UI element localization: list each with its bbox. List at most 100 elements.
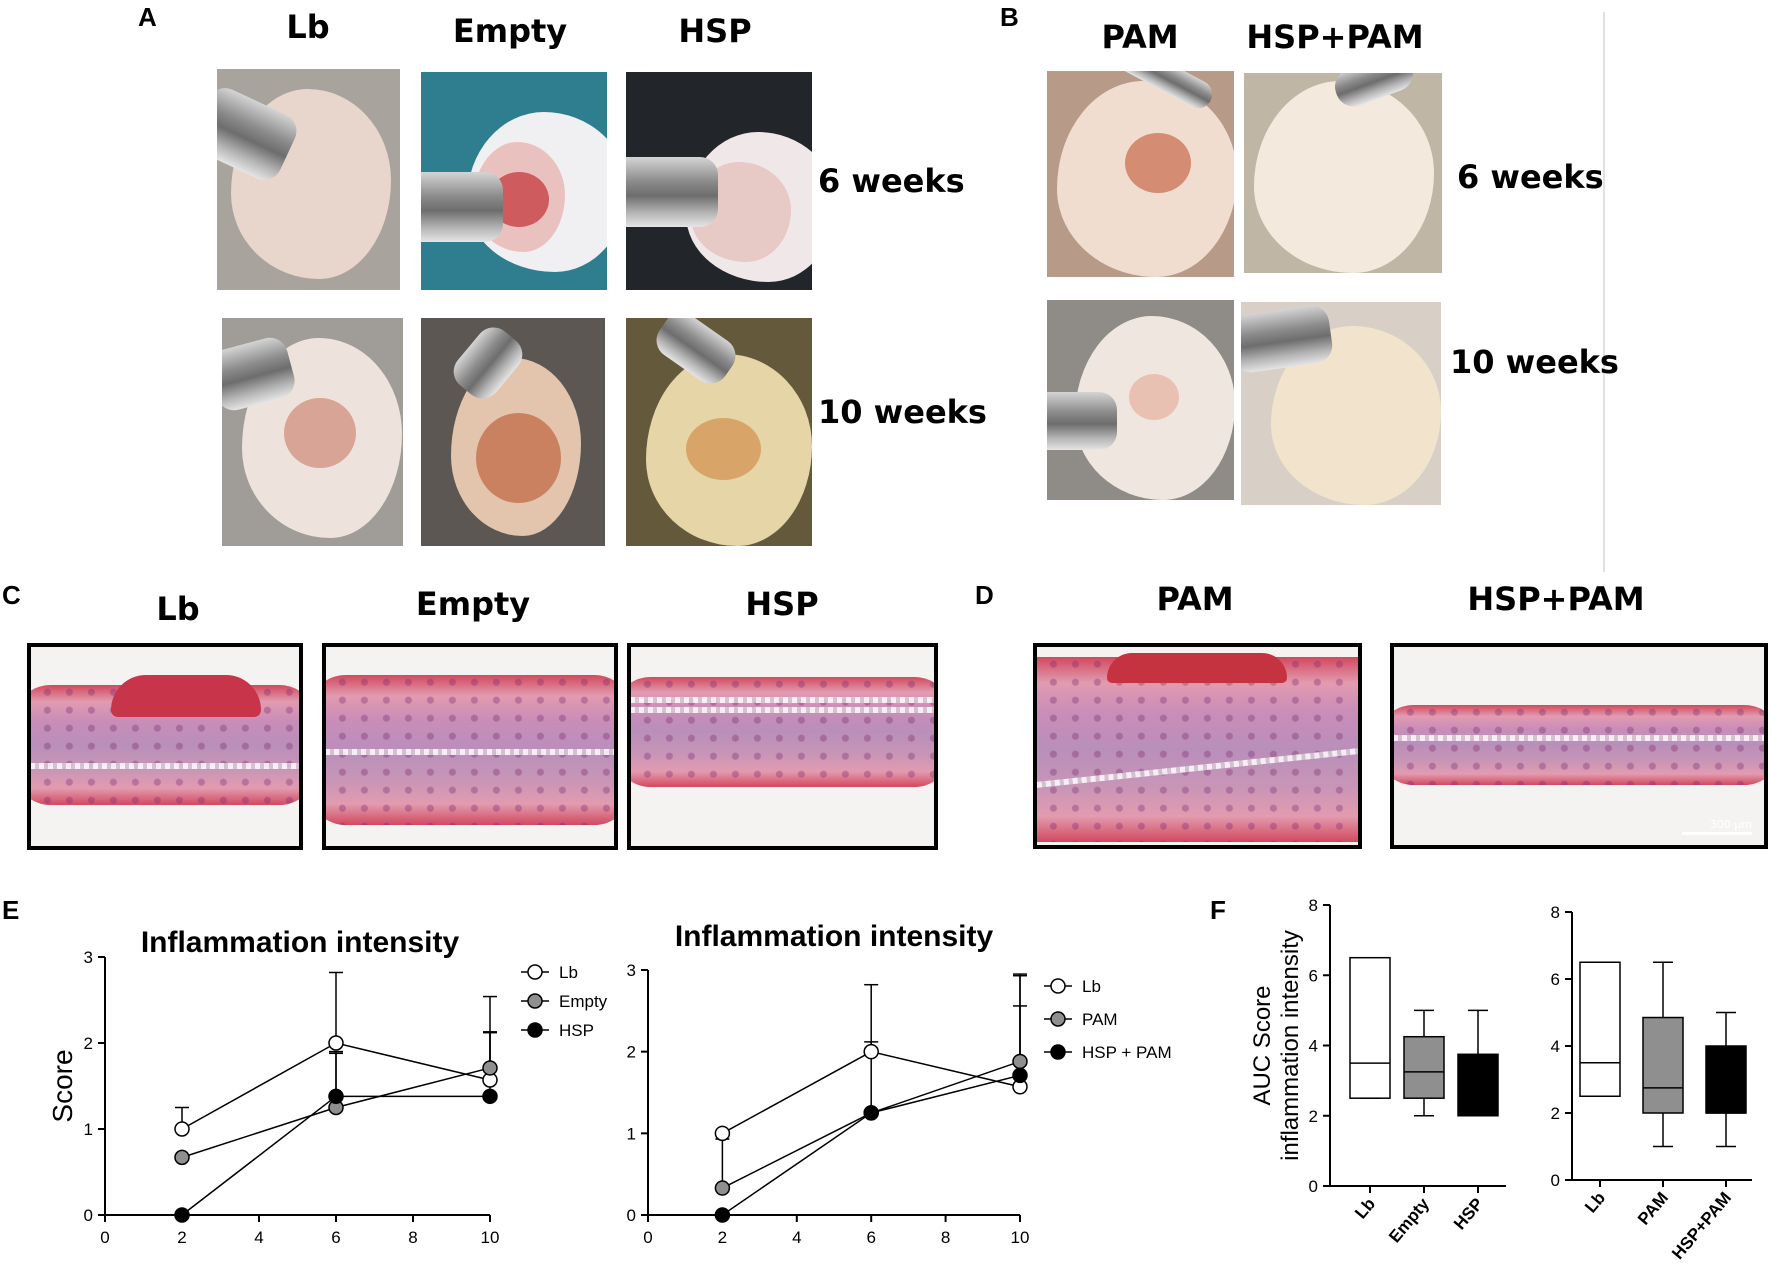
legend-marker <box>1050 1044 1066 1060</box>
data-point <box>482 1088 498 1105</box>
legend-marker <box>1050 978 1066 994</box>
data-point <box>174 1149 190 1166</box>
y-tick-label: 4 <box>1551 1037 1560 1056</box>
ear-photo-lb-6weeks <box>217 69 400 290</box>
panel-letter-d: D <box>975 580 994 610</box>
x-tick-label: HSP+PAM <box>1668 1188 1735 1263</box>
x-tick-label: 8 <box>941 1228 950 1247</box>
data-point <box>1012 1079 1028 1095</box>
data-point <box>328 1088 344 1105</box>
x-tick-label: 2 <box>718 1228 727 1247</box>
y-tick-label: 8 <box>1309 896 1318 915</box>
legend-label: Lb <box>1082 977 1101 996</box>
series-line <box>722 1060 1021 1189</box>
box <box>1642 1016 1684 1114</box>
y-tick-label: 1 <box>84 1120 93 1139</box>
ear-photo-hsp-6weeks <box>626 72 812 290</box>
ear-photo-empty-6weeks <box>421 72 607 290</box>
series-line <box>721 1074 1021 1216</box>
x-tick-label: 10 <box>1011 1228 1030 1247</box>
y-tick-label: 0 <box>627 1206 636 1225</box>
histology-hsp-pam: 300 μm <box>1390 643 1768 849</box>
y-tick-label: 2 <box>1309 1107 1318 1126</box>
y-tick-label: 2 <box>1551 1104 1560 1123</box>
x-tick-label: 4 <box>792 1228 801 1247</box>
ear-photo-lb-10weeks <box>222 318 403 546</box>
panel-letter-f: F <box>1210 895 1226 925</box>
chart-title: Inflammation intensity <box>141 926 460 959</box>
panel-letter-e: E <box>2 895 20 925</box>
box <box>1403 1035 1445 1099</box>
box <box>1579 961 1621 1097</box>
panel-b-column-label: PAM <box>1101 18 1179 56</box>
box <box>1457 1053 1499 1117</box>
x-tick-label: 8 <box>408 1228 417 1247</box>
y-tick-label: 0 <box>1309 1177 1318 1196</box>
panel-d-column-label: HSP+PAM <box>1467 580 1645 618</box>
y-tick-label: 0 <box>1551 1171 1560 1190</box>
series-line <box>181 1042 491 1130</box>
data-point <box>482 1072 498 1088</box>
panel-a-column-label: HSP <box>678 12 752 50</box>
x-tick-label: PAM <box>1634 1188 1672 1228</box>
data-point <box>863 1105 879 1121</box>
scale-bar <box>1682 832 1752 835</box>
x-tick-label: 0 <box>643 1228 652 1247</box>
legend-label: HSP <box>559 1021 594 1040</box>
series-line <box>722 1050 1021 1134</box>
panel-c-column-label: Lb <box>156 590 200 628</box>
data-point <box>1012 1053 1028 1070</box>
y-tick-label: 3 <box>84 948 93 967</box>
x-tick-label: Empty <box>1385 1194 1433 1246</box>
x-tick-label: 6 <box>866 1228 875 1247</box>
x-tick-label: HSP <box>1450 1194 1487 1233</box>
x-tick-label: 2 <box>177 1228 186 1247</box>
legend-label: Empty <box>559 992 608 1011</box>
histology-empty <box>322 643 618 850</box>
panel-a-column-label: Lb <box>286 8 330 46</box>
ear-photo-empty-10weeks <box>421 318 605 546</box>
ear-photo-hsp-pam-6weeks <box>1244 73 1442 273</box>
panel-c-column-label: Empty <box>415 585 531 623</box>
panel-divider <box>1603 12 1605 572</box>
panel-a-row-label: 6 weeks <box>818 162 965 200</box>
y-tick-label: 0 <box>84 1206 93 1225</box>
ear-photo-hsp-pam-10weeks <box>1241 302 1441 505</box>
data-point <box>714 1180 731 1196</box>
y-axis-label: AUC Score <box>1249 985 1276 1105</box>
panel-letter-c: C <box>2 580 21 610</box>
legend-marker <box>527 993 543 1009</box>
ear-photo-pam-6weeks <box>1047 71 1234 277</box>
data-point <box>863 1043 879 1060</box>
histology-lb <box>27 643 303 850</box>
ear-photo-hsp-10weeks <box>626 318 812 546</box>
panel-c-column-label: HSP <box>745 585 819 623</box>
y-axis-label: inflammation intensity <box>1277 930 1304 1161</box>
y-tick-label: 1 <box>627 1124 636 1143</box>
y-tick-label: 2 <box>627 1043 636 1062</box>
y-axis-label: Score <box>47 1049 78 1122</box>
legend-label: PAM <box>1082 1010 1118 1029</box>
y-tick-label: 2 <box>84 1034 93 1053</box>
data-point <box>328 1035 344 1051</box>
legend-marker <box>1050 1011 1066 1027</box>
legend-label: Lb <box>559 963 578 982</box>
histology-hsp <box>627 643 938 850</box>
data-point <box>482 1060 498 1076</box>
x-tick-label: 6 <box>331 1228 340 1247</box>
y-tick-label: 8 <box>1551 903 1560 922</box>
panel-b-row-label: 10 weeks <box>1450 343 1619 381</box>
chart-title: Inflammation intensity <box>675 920 994 953</box>
x-tick-label: 4 <box>254 1228 263 1247</box>
panel-b-column-label: HSP+PAM <box>1246 18 1424 56</box>
data-point <box>174 1121 190 1137</box>
panel-a-row-label: 10 weeks <box>818 393 987 431</box>
data-point <box>328 1099 344 1116</box>
legend-marker <box>527 1022 543 1038</box>
y-tick-label: 6 <box>1309 966 1318 985</box>
y-tick-label: 6 <box>1551 970 1560 989</box>
panel-b-row-label: 6 weeks <box>1457 158 1604 196</box>
series-line <box>181 1095 490 1216</box>
y-tick-label: 4 <box>1309 1037 1318 1056</box>
data-point <box>174 1207 190 1223</box>
